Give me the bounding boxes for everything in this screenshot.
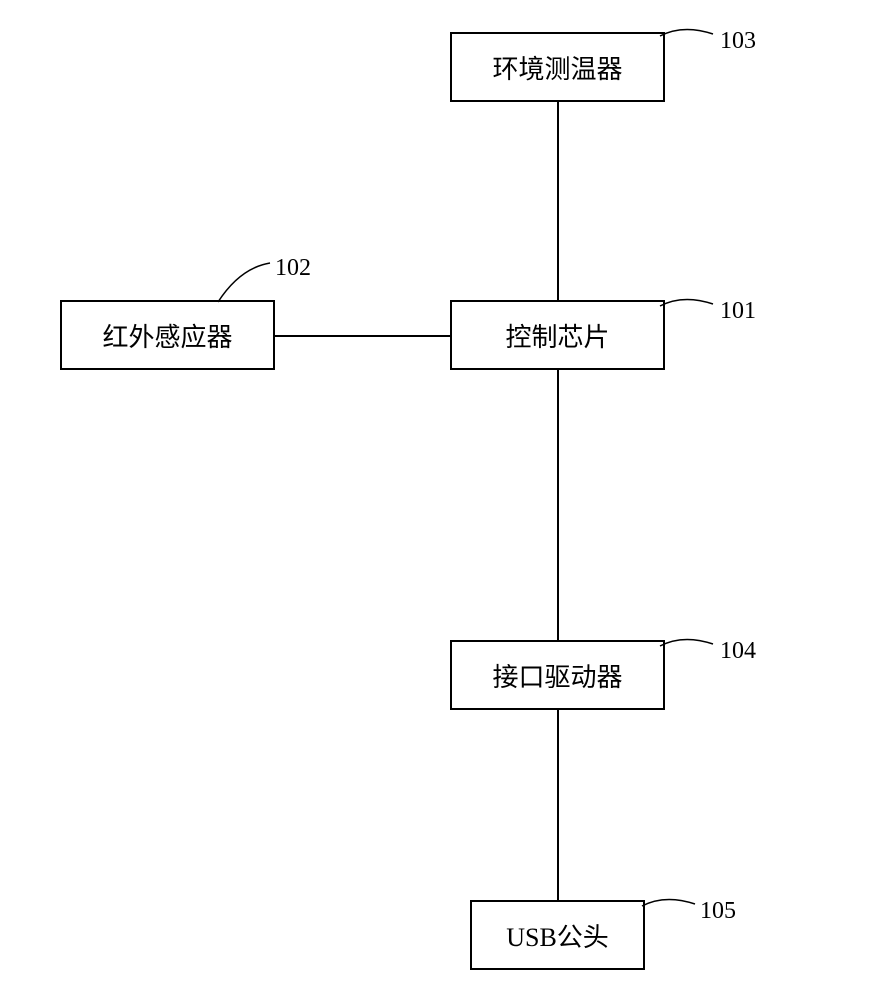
leader-103 [658, 22, 728, 52]
node-label: 接口驱动器 [492, 657, 622, 694]
node-label: 红外感应器 [102, 317, 232, 354]
ref-label-102: 102 [275, 255, 311, 282]
node-label: 环境测温器 [492, 49, 622, 86]
edge-103-101 [557, 102, 559, 300]
node-env-thermometer: 环境测温器 [450, 32, 665, 102]
ref-label-105: 105 [700, 898, 736, 925]
block-diagram: 环境测温器 红外感应器 控制芯片 接口驱动器 USB公头 103 102 101… [0, 0, 882, 1000]
node-usb-male: USB公头 [470, 900, 645, 970]
ref-label-101: 101 [720, 298, 756, 325]
node-label: 控制芯片 [505, 317, 609, 354]
ref-label-104: 104 [720, 638, 756, 665]
edge-102-101 [275, 335, 450, 337]
ref-label-103: 103 [720, 28, 756, 55]
edge-104-105 [557, 710, 559, 900]
node-control-chip: 控制芯片 [450, 300, 665, 370]
leader-104 [658, 632, 728, 662]
leader-101 [658, 292, 728, 322]
node-interface-driver: 接口驱动器 [450, 640, 665, 710]
edge-101-104 [557, 370, 559, 640]
node-label: USB公头 [506, 917, 609, 954]
node-infrared-sensor: 红外感应器 [60, 300, 275, 370]
